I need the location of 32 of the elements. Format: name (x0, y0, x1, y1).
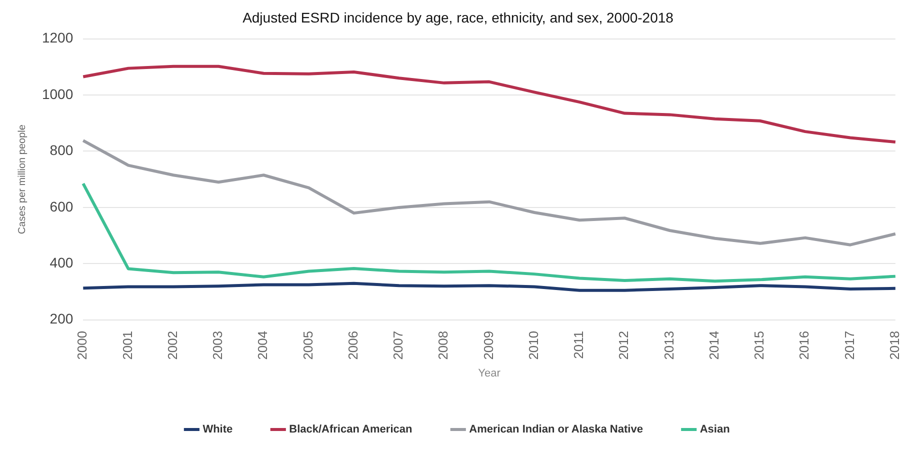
x-tick-label: 2002 (164, 330, 180, 360)
y-tick-label: 1000 (42, 86, 74, 102)
x-tick-label: 2001 (120, 330, 135, 360)
x-tick-label: 2014 (706, 330, 722, 360)
y-axis-title: Cases per million people (16, 124, 28, 234)
legend-label: White (202, 424, 233, 436)
x-tick-label: 2008 (436, 330, 451, 360)
x-tick-label: 2000 (74, 330, 90, 360)
y-tick-label: 400 (50, 254, 74, 271)
x-tick-label: 2006 (345, 330, 360, 360)
x-tick-label: 2005 (300, 330, 316, 360)
x-tick-label: 2018 (886, 330, 902, 360)
x-tick-label: 2009 (480, 330, 496, 360)
y-tick-label: 200 (50, 310, 74, 327)
legend-label: Black/African American (289, 424, 412, 436)
x-tick-label: 2010 (526, 330, 541, 360)
legend-label: Asian (700, 424, 730, 436)
x-tick-label: 2016 (796, 330, 812, 360)
x-tick-label: 2003 (210, 330, 226, 360)
x-tick-label: 2004 (255, 330, 270, 360)
legend-label: American Indian or Alaska Native (469, 424, 643, 436)
x-axis-title: Year (478, 367, 501, 380)
x-tick-label: 2011 (571, 330, 586, 359)
x-tick-label: 2012 (616, 330, 632, 360)
x-tick-label: 2013 (661, 330, 676, 360)
y-tick-label: 800 (50, 142, 74, 158)
chart-title: Adjusted ESRD incidence by age, race, ethnicity, and sex, 2000-2018 (242, 9, 674, 26)
x-tick-label: 2007 (390, 330, 406, 360)
y-tick-label: 600 (50, 198, 74, 214)
x-tick-label: 2017 (842, 330, 857, 360)
y-tick-label: 1200 (42, 30, 74, 46)
x-tick-label: 2015 (752, 330, 767, 360)
